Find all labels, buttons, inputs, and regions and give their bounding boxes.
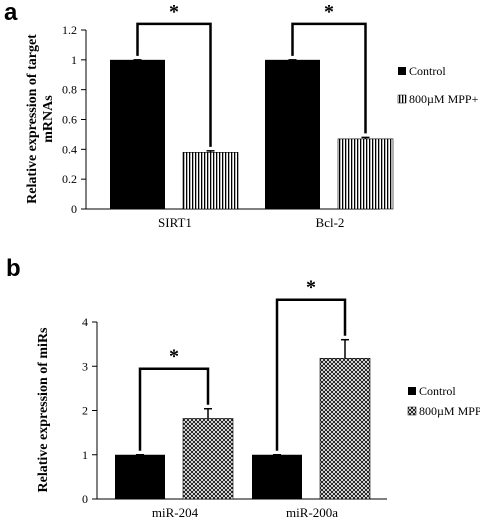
significance-bracket: [275, 298, 347, 451]
y-tick-label: 1: [82, 448, 88, 462]
bar-control: [115, 454, 165, 499]
significance-star: *: [169, 1, 179, 23]
legend-swatch: [397, 94, 407, 104]
bar-control: [110, 59, 165, 210]
y-tick-label: 0: [82, 492, 88, 506]
bar-control: [252, 454, 302, 499]
y-tick-label: 2: [82, 404, 88, 418]
bar-control: [265, 59, 320, 210]
y-axis-title-line2: mRNAs: [41, 95, 56, 143]
y-tick-label: 0.8: [62, 83, 77, 97]
y-tick-label: 0.4: [62, 142, 77, 156]
bar-treatment: [182, 418, 234, 500]
y-tick-label: 0.2: [62, 172, 77, 186]
chart-panel-a: 0 0.2 0.4 0.6 0.8 1 1.2 Relative expression of …: [25, 1, 479, 230]
legend-swatch: [408, 387, 416, 395]
x-category-label: SIRT1: [158, 215, 192, 230]
legend-label: 800µM MPP+: [419, 404, 480, 418]
significance-bracket: [291, 22, 367, 134]
y-axis-title: Relative expression of target: [25, 34, 40, 204]
legend-swatch: [398, 67, 406, 75]
y-tick-label: 4: [82, 315, 88, 329]
significance-bracket: [136, 22, 212, 147]
y-axis-title: Relative expression of miRs: [36, 327, 51, 493]
legend-label: 800µM MPP+: [409, 92, 479, 106]
significance-star: *: [169, 346, 179, 368]
chart-panel-b: 0 1 2 3 4 Relative expression of miRs miR-204 *…: [36, 277, 480, 520]
legend-label: Control: [419, 384, 456, 398]
significance-star: *: [306, 277, 316, 299]
legend-swatch: [407, 406, 417, 416]
x-category-label: miR-200a: [286, 505, 338, 520]
bar-treatment: [337, 138, 394, 210]
panel-label-a: a: [4, 0, 18, 26]
panel-label-b: b: [6, 255, 21, 282]
x-category-label: miR-204: [152, 505, 199, 520]
x-category-label: Bcl-2: [316, 215, 345, 230]
y-tick-label: 3: [82, 359, 88, 373]
significance-bracket: [138, 367, 210, 451]
bar-treatment: [182, 152, 239, 210]
legend-label: Control: [409, 64, 446, 78]
bar-treatment: [319, 357, 371, 500]
y-tick-label: 1: [71, 53, 77, 67]
y-tick-label: 0: [71, 202, 77, 216]
y-tick-label: 0.6: [62, 113, 77, 127]
y-tick-label: 1.2: [62, 23, 77, 37]
significance-star: *: [324, 1, 334, 23]
